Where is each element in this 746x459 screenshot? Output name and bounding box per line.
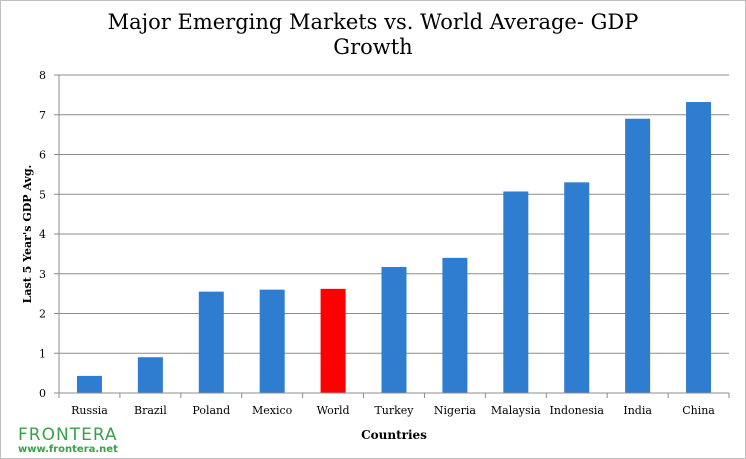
x-tick-label: Russia xyxy=(71,404,108,417)
y-tick-label: 1 xyxy=(39,347,46,360)
y-axis-label: Last 5 Year's GDP Avg. xyxy=(21,165,34,304)
bar-china xyxy=(686,102,712,393)
x-tick-label: Poland xyxy=(192,404,230,417)
y-tick-label: 6 xyxy=(39,149,46,162)
x-tick-label: Turkey xyxy=(374,404,414,417)
y-tick-label: 4 xyxy=(39,228,46,241)
x-tick-label: Mexico xyxy=(252,404,293,417)
bar-world xyxy=(320,288,346,393)
x-tick-label: Brazil xyxy=(134,404,167,417)
x-tick-label: World xyxy=(317,404,350,417)
bar-nigeria xyxy=(442,257,468,393)
y-tick-label: 3 xyxy=(39,268,46,281)
y-tick-label: 5 xyxy=(39,188,46,201)
x-tick-label: Nigeria xyxy=(434,404,476,417)
logo-url: www.frontera.net xyxy=(18,444,118,455)
frontera-logo: FRONTERA www.frontera.net xyxy=(18,426,118,456)
logo-name: FRONTERA xyxy=(18,425,118,445)
bar-indonesia xyxy=(564,182,590,393)
axes: 0 1 2 3 4 5 6 7 8 Russia Brazil Poland Mexico World Tu… xyxy=(39,69,730,417)
bar-russia xyxy=(76,375,102,393)
x-tick-label: India xyxy=(623,404,652,417)
chart-title-line-1: Major Emerging Markets vs. World Average… xyxy=(107,10,639,34)
chart-title-line-2: Growth xyxy=(333,35,413,59)
chart-title: Major Emerging Markets vs. World Average… xyxy=(0,10,746,60)
bars xyxy=(76,102,712,393)
bar-turkey xyxy=(381,266,407,393)
y-tick-label: 7 xyxy=(39,109,46,122)
bar-mexico xyxy=(259,289,285,393)
bar-brazil xyxy=(137,357,163,393)
y-tick-label: 2 xyxy=(39,308,46,321)
y-tick-label: 0 xyxy=(39,387,46,400)
bar-malaysia xyxy=(503,191,529,393)
y-tick-label: 8 xyxy=(39,69,46,82)
x-tick-label: Indonesia xyxy=(550,404,605,417)
bar-india xyxy=(625,118,651,393)
bar-poland xyxy=(198,291,224,393)
x-axis-label: Countries xyxy=(361,428,427,442)
x-tick-label: China xyxy=(682,404,715,417)
x-tick-label: Malaysia xyxy=(491,404,541,417)
